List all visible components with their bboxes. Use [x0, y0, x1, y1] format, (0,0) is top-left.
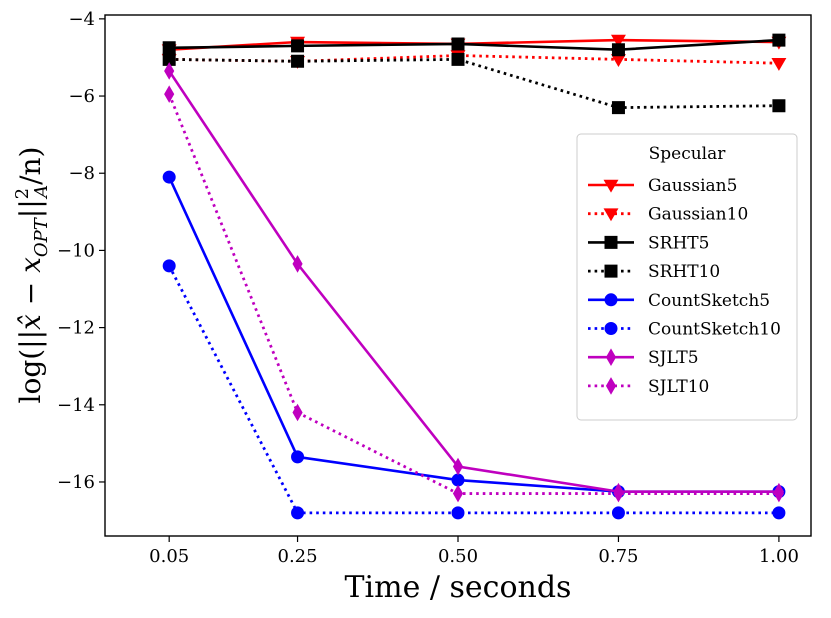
data-point [611, 101, 625, 115]
data-point [451, 37, 465, 51]
y-tick-label: −6 [68, 86, 95, 107]
data-point [162, 259, 176, 273]
data-point [291, 506, 305, 520]
series-srht10 [162, 52, 786, 115]
legend-label: SJLT5 [648, 348, 699, 368]
x-tick-label: 0.75 [598, 546, 638, 567]
y-label-subscript: OPT [31, 216, 52, 257]
y-label-prefix: log(|| [14, 330, 47, 404]
data-point [291, 39, 305, 53]
legend-entry-sjlt5: SJLT5 [588, 348, 699, 368]
y-axis: −16 −14 −12 −10 −8 −6 −4 [57, 9, 105, 493]
y-label-sub-a: A [31, 185, 52, 200]
x-tick-label: 0.25 [278, 546, 318, 567]
data-point [772, 99, 786, 113]
data-point [451, 52, 465, 66]
data-point [772, 506, 786, 520]
data-point [292, 403, 303, 422]
data-point [771, 57, 787, 71]
legend-entry-srht5: SRHT5 [588, 233, 709, 253]
y-tick-label: −12 [57, 318, 95, 339]
data-point [611, 506, 625, 520]
series-layer [161, 33, 787, 520]
data-point [162, 52, 176, 66]
y-label-sup: 2 [12, 188, 33, 199]
data-point [164, 85, 175, 103]
x-axis-label: Time / seconds [345, 570, 572, 605]
legend-label: CountSketch5 [648, 291, 770, 311]
y-tick-label: −14 [57, 395, 95, 416]
data-point [164, 62, 175, 80]
series-line [169, 54, 779, 65]
data-point [773, 484, 784, 503]
legend-label: CountSketch10 [648, 320, 781, 340]
y-label-xhat: x̂ [14, 314, 47, 330]
y-tick-label: −4 [68, 9, 95, 30]
legend-marker [605, 348, 617, 367]
legend-label: SRHT5 [648, 233, 709, 253]
legend-entry-countsketch10: CountSketch10 [588, 320, 781, 340]
legend-entry-gaussian5: Gaussian5 [588, 176, 737, 196]
legend-marker [604, 235, 618, 249]
data-point [162, 41, 176, 55]
legend-marker [604, 293, 618, 307]
y-label-minus: − [14, 273, 47, 314]
x-tick-label: 0.05 [149, 546, 189, 567]
legend-title: Specular [649, 144, 727, 164]
x-axis: 0.05 0.25 0.50 0.75 1.00 [149, 536, 799, 567]
data-point [291, 450, 305, 464]
legend-entry-countsketch5: CountSketch5 [588, 291, 770, 311]
legend-marker [604, 264, 618, 278]
legend-marker [603, 208, 619, 222]
legend-label: SRHT10 [648, 262, 720, 282]
y-label-tail: /n) [14, 147, 47, 185]
legend: Specular Gaussian5 Gaussian10 SRHT5 SRHT10 C… [576, 133, 798, 421]
y-tick-label: −16 [57, 472, 95, 493]
legend-entry-gaussian10: Gaussian10 [588, 205, 748, 225]
data-point [452, 457, 464, 476]
series-countsketch10 [162, 259, 786, 520]
data-point [292, 255, 303, 273]
series-sjlt10 [164, 85, 784, 503]
legend-entry-srht10: SRHT10 [588, 262, 720, 282]
y-axis-label: log(||x̂ − xOPT||2A/n) [12, 147, 52, 404]
x-tick-label: 1.00 [759, 546, 799, 567]
x-tick-label: 0.50 [438, 546, 478, 567]
legend-entries: Gaussian5 Gaussian10 SRHT5 SRHT10 CountSketc… [588, 176, 781, 397]
legend-marker [605, 377, 617, 395]
data-point [610, 34, 626, 48]
data-point [452, 484, 464, 503]
y-tick-label: −8 [68, 163, 95, 184]
series-line [167, 265, 779, 515]
legend-box [576, 133, 798, 421]
data-point [613, 484, 624, 503]
data-point [451, 506, 465, 520]
data-point [451, 473, 465, 487]
y-tick-label: −10 [57, 240, 95, 261]
legend-marker [603, 179, 619, 193]
y-label-x: x [14, 257, 47, 273]
series-line [169, 57, 779, 110]
data-point [611, 43, 625, 57]
legend-label: Gaussian5 [648, 176, 737, 196]
data-point [162, 170, 176, 184]
data-point [772, 33, 786, 47]
data-point [291, 54, 305, 68]
y-label-close: || [14, 199, 47, 218]
legend-label: SJLT10 [648, 377, 709, 397]
legend-entry-sjlt10: SJLT10 [588, 377, 709, 397]
data-point [610, 54, 626, 67]
legend-marker [604, 322, 618, 335]
legend-label: Gaussian10 [648, 205, 748, 225]
